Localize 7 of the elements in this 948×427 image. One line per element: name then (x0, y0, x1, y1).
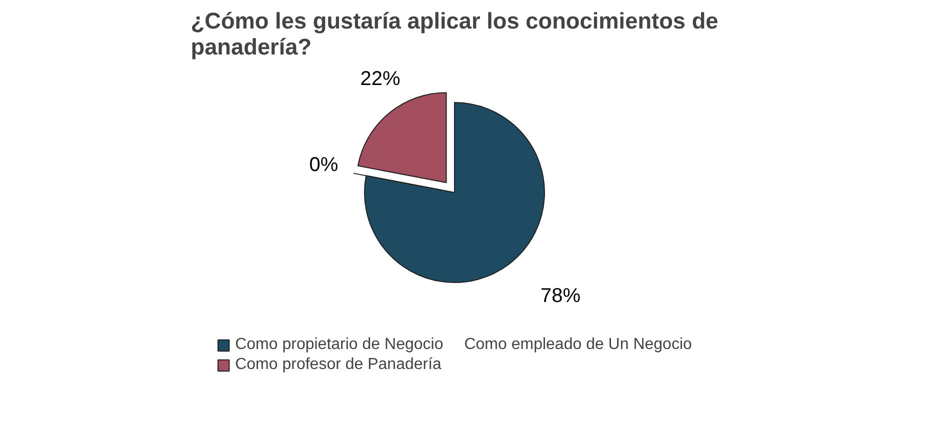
chart-title: ¿Cómo les gustaría aplicar los conocimientos de panadería? (190, 8, 718, 60)
legend-label: Como propietario de Negocio (235, 336, 444, 354)
legend-label: Como profesor de Panadería (235, 356, 442, 374)
category-label: Como empleado de Un Negocio (464, 336, 692, 353)
data-label: 78% (540, 285, 581, 308)
text: 0% (309, 154, 338, 176)
data-label: 22% (360, 68, 400, 90)
